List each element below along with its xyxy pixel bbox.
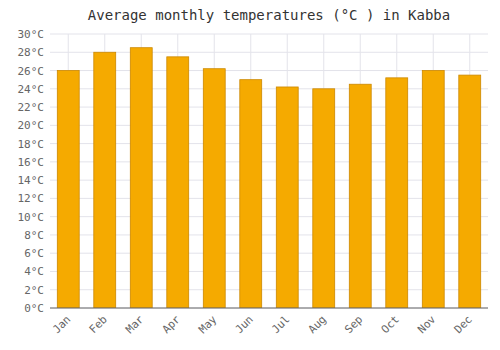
tick-label: 26°C bbox=[18, 65, 45, 78]
tick-label: 10°C bbox=[18, 211, 45, 224]
tick-label: Feb bbox=[87, 313, 110, 336]
tick-label: Apr bbox=[160, 313, 184, 337]
tick-label: 2°C bbox=[24, 284, 44, 297]
bar bbox=[130, 48, 152, 308]
chart-container: Average monthly temperatures (°C ) in Ka… bbox=[0, 0, 500, 350]
tick-label: Nov bbox=[415, 313, 439, 337]
tick-label: Jul bbox=[269, 313, 292, 336]
tick-label: Sep bbox=[342, 313, 365, 336]
tick-label: 12°C bbox=[18, 192, 45, 205]
tick-label: Jun bbox=[233, 313, 256, 336]
tick-label: 28°C bbox=[18, 46, 45, 59]
chart: Average monthly temperatures (°C ) in Ka… bbox=[0, 0, 500, 350]
tick-label: 6°C bbox=[24, 247, 44, 260]
bar bbox=[459, 75, 481, 308]
tick-label: 18°C bbox=[18, 138, 45, 151]
tick-label: 20°C bbox=[18, 119, 45, 132]
tick-label: Oct bbox=[379, 313, 402, 336]
tick-label: Dec bbox=[452, 313, 475, 336]
tick-label: May bbox=[196, 313, 220, 337]
tick-label: 16°C bbox=[18, 156, 45, 169]
bar bbox=[57, 71, 79, 308]
bars bbox=[57, 48, 480, 308]
tick-label: 24°C bbox=[18, 83, 45, 96]
bar bbox=[203, 69, 225, 308]
tick-label: 4°C bbox=[24, 265, 44, 278]
tick-label: 0°C bbox=[24, 302, 44, 315]
tick-label: 14°C bbox=[18, 174, 45, 187]
tick-label: 30°C bbox=[18, 28, 45, 41]
bar bbox=[313, 89, 335, 308]
x-axis: Jan Feb Mar Apr May Jun Jul Aug Sep Oct Nov Dec bbox=[50, 308, 488, 336]
grid-line bbox=[50, 34, 488, 35]
y-axis: 0°C 2°C 4°C 6°C 8°C 10°C 12°C 14°C 16°C 18°C 20°C 2… bbox=[18, 28, 45, 315]
bar bbox=[240, 80, 262, 308]
bar bbox=[386, 78, 408, 308]
bar bbox=[276, 87, 298, 308]
title: Average monthly temperatures (°C ) in Ka… bbox=[88, 7, 450, 23]
grid-line bbox=[50, 308, 488, 309]
tick-label: Aug bbox=[306, 313, 329, 336]
tick-label: Mar bbox=[123, 313, 147, 337]
grid bbox=[50, 34, 488, 308]
bar bbox=[349, 84, 371, 308]
bar bbox=[167, 57, 189, 308]
tick-label: Jan bbox=[50, 313, 73, 336]
tick-label: 8°C bbox=[24, 229, 44, 242]
bar bbox=[94, 52, 116, 308]
bar bbox=[422, 71, 444, 308]
tick-label: 22°C bbox=[18, 101, 45, 114]
axis-line bbox=[50, 308, 488, 309]
